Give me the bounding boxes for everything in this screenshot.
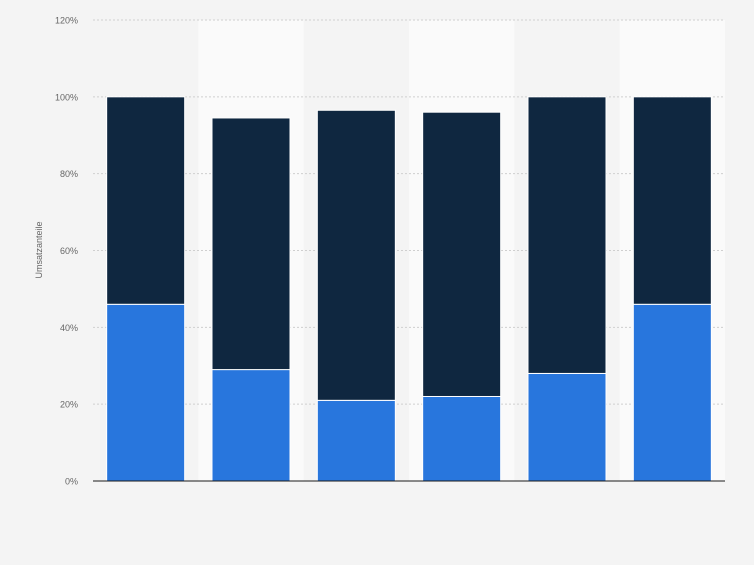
bar-segment-series-2[interactable] <box>316 109 396 401</box>
y-tick-label: 20% <box>60 400 78 410</box>
bar-segment-series-1[interactable] <box>211 369 291 482</box>
y-tick-label: 80% <box>60 169 78 179</box>
bar-segment-series-1[interactable] <box>316 399 396 482</box>
y-tick-label: 60% <box>60 246 78 256</box>
bar-segment-series-2[interactable] <box>211 117 291 371</box>
bars <box>106 96 712 482</box>
bar-segment-series-2[interactable] <box>422 111 502 397</box>
bar-segment-series-2[interactable] <box>632 96 712 305</box>
bar-segment-series-2[interactable] <box>106 96 186 305</box>
y-tick-labels: 0% 20% 40% 60% 80% 100% 120% <box>55 16 78 487</box>
y-tick-label: 40% <box>60 323 78 333</box>
y-tick-label: 100% <box>55 92 78 102</box>
gridlines <box>93 19 725 405</box>
y-tick-label: 120% <box>55 16 78 26</box>
bar-segment-series-1[interactable] <box>422 395 502 482</box>
bar-segment-series-1[interactable] <box>632 303 712 482</box>
bar-segment-series-2[interactable] <box>527 96 607 374</box>
bar-segment-series-1[interactable] <box>527 372 607 482</box>
y-axis-label: Umsatzanteile <box>34 221 44 278</box>
bar-segment-series-1[interactable] <box>106 303 186 482</box>
y-tick-label: 0% <box>65 477 78 487</box>
